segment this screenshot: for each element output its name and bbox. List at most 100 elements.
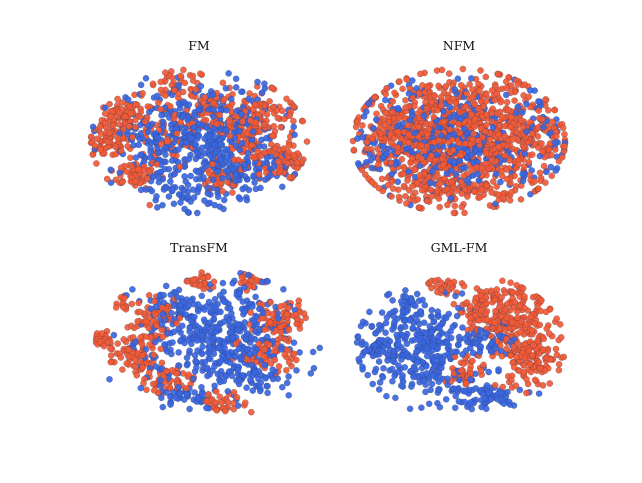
scatter-point [546, 330, 553, 337]
scatter-point [107, 358, 115, 366]
panel-title-nfm: NFM [443, 38, 476, 53]
scatter-point [390, 313, 397, 320]
scatter-point [382, 121, 389, 129]
scatter-point [210, 350, 218, 358]
scatter-point [198, 383, 205, 391]
scatter-point [141, 118, 149, 125]
scatter-point [290, 123, 297, 131]
scatter-point [508, 188, 515, 196]
scatter-point [452, 99, 459, 107]
scatter-point [210, 315, 218, 323]
scatter-point [537, 365, 544, 372]
scatter-point [180, 187, 188, 194]
scatter-point [531, 178, 538, 185]
scatter-point [250, 154, 258, 162]
scatter-point [499, 194, 507, 202]
scatter-point [380, 365, 387, 372]
scatter-point [419, 296, 426, 304]
scatter-point [174, 294, 181, 301]
scatter-point [145, 324, 153, 332]
scatter-point [535, 185, 542, 192]
scatter-point [106, 129, 113, 137]
scatter-point [369, 380, 376, 388]
scatter-point [211, 201, 218, 209]
scatter-point [382, 109, 389, 117]
scatter-point [485, 368, 492, 376]
scatter-point [546, 356, 554, 363]
scatter-point [413, 290, 421, 298]
scatter-point [478, 396, 485, 404]
scatter-point [150, 351, 158, 359]
scatter-point [483, 121, 490, 129]
scatter-point [147, 148, 154, 156]
scatter-point [377, 130, 385, 137]
scatter-point [385, 290, 393, 298]
scatter-point [189, 72, 197, 80]
scatter-point [107, 113, 114, 120]
scatter-point [443, 314, 450, 322]
scatter-point [551, 139, 559, 146]
scatter-point [175, 81, 182, 89]
scatter-point [211, 295, 219, 303]
scatter-point [403, 350, 411, 358]
scatter-point [440, 143, 447, 150]
scatter-point [132, 178, 140, 185]
scatter-point [107, 352, 115, 359]
scatter-point [117, 164, 125, 171]
scatter-point [260, 121, 268, 128]
scatter-point [271, 163, 278, 170]
scatter-point [271, 145, 279, 152]
scatter-point [521, 81, 529, 88]
scatter-point [221, 298, 228, 306]
scatter-point [180, 98, 188, 106]
scatter-point [175, 146, 182, 153]
scatter-point [462, 347, 470, 354]
scatter-point [248, 334, 255, 341]
scatter-point [106, 376, 113, 383]
scatter-point [191, 313, 198, 321]
scatter-point [186, 405, 193, 413]
scatter-point [284, 160, 291, 167]
scatter-point [363, 138, 371, 146]
scatter-point [506, 197, 514, 204]
scatter-point [285, 373, 292, 380]
scatter-point [401, 317, 408, 325]
scatter-point [471, 188, 478, 195]
scatter-point [461, 388, 469, 395]
scatter-point [429, 167, 436, 175]
scatter-point [507, 113, 515, 121]
scatter-point [523, 100, 530, 108]
scatter-point [542, 179, 549, 186]
scatter-point [525, 93, 532, 101]
scatter-point [531, 376, 539, 384]
scatter-point [395, 341, 402, 349]
scatter-point [527, 313, 535, 321]
scatter-point [132, 356, 139, 364]
scatter-point [395, 114, 403, 122]
scatter-point [181, 205, 188, 213]
scatter-point [238, 274, 246, 281]
scatter-point [159, 201, 166, 209]
scatter-point [129, 286, 136, 293]
scatter-point [181, 79, 189, 87]
scatter-point [119, 178, 126, 186]
scatter-point [519, 285, 527, 292]
scatter-point [296, 349, 303, 356]
scatter-point [378, 347, 385, 355]
scatter-point [168, 187, 176, 194]
scatter-point [220, 318, 228, 326]
scatter-point [183, 354, 191, 362]
scatter-point [194, 307, 202, 315]
panel-transfm: TransFM [92, 240, 324, 416]
scatter-point [179, 88, 187, 96]
scatter-point [158, 304, 166, 311]
scatter-point [184, 193, 192, 200]
scatter-point [238, 111, 245, 118]
scatter-point [388, 171, 395, 178]
scatter-point [266, 341, 273, 349]
scatter-point [251, 101, 259, 108]
scatter-point [290, 339, 298, 346]
scatter-point [391, 89, 398, 97]
scatter-point [423, 370, 430, 377]
